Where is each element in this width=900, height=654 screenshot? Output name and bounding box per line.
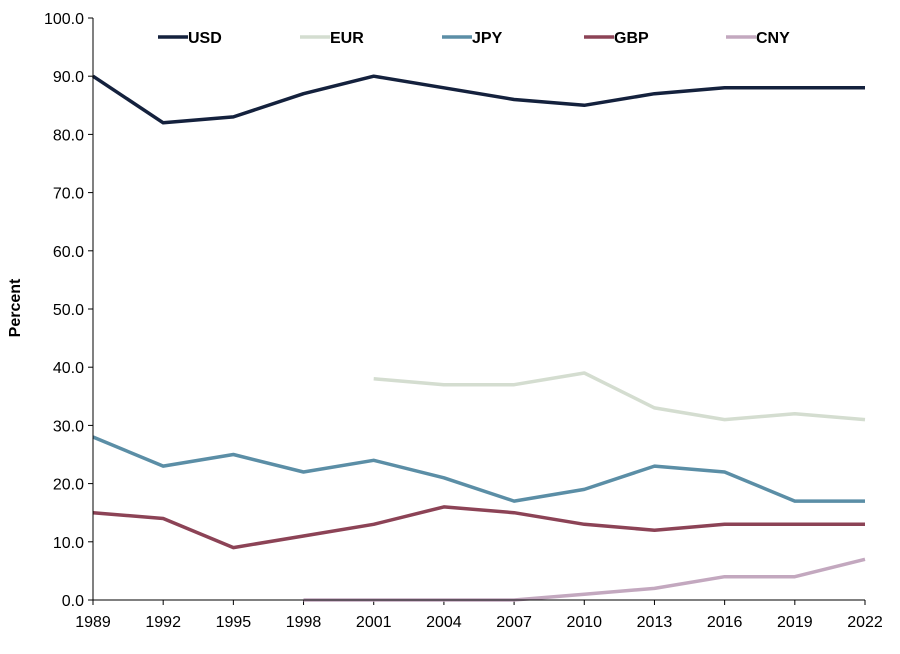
legend-label-cny: CNY <box>756 30 790 47</box>
series-line-usd <box>92 74 865 125</box>
legend-label-usd: USD <box>188 30 222 47</box>
y-tick-label: 50.0 <box>53 302 84 319</box>
legend: USD EUR JPY GBP CNY <box>158 30 790 47</box>
y-axis-ticks: 0.0 10.0 20.0 30.0 40.0 50.0 60.0 70.0 80.0 90.0 1… <box>44 11 93 610</box>
x-axis-ticks: 1989 1992 1995 1998 2001 2004 2007 2010 2013 2016… <box>75 600 883 631</box>
y-axis-title: Percent <box>7 278 24 337</box>
x-tick-label: 2022 <box>847 614 883 631</box>
series-line-cny <box>303 557 866 602</box>
x-tick-label: 2001 <box>356 614 392 631</box>
x-tick-label: 2004 <box>426 614 462 631</box>
x-tick-label: 2016 <box>707 614 743 631</box>
y-tick-label: 10.0 <box>53 535 84 552</box>
x-tick-label: 1992 <box>145 614 181 631</box>
y-tick-label: 30.0 <box>53 418 84 435</box>
x-tick-label: 1989 <box>75 614 111 631</box>
y-tick-label: 20.0 <box>53 477 84 494</box>
series-group <box>92 74 866 602</box>
legend-label-gbp: GBP <box>614 30 649 47</box>
legend-label-eur: EUR <box>330 30 364 47</box>
x-tick-label: 1998 <box>286 614 322 631</box>
x-tick-label: 2010 <box>566 614 602 631</box>
series-line-eur <box>373 371 866 422</box>
series-line-jpy <box>92 435 865 503</box>
x-tick-label: 2019 <box>777 614 813 631</box>
y-tick-label: 0.0 <box>62 593 84 610</box>
y-tick-label: 80.0 <box>53 127 84 144</box>
y-tick-label: 40.0 <box>53 360 84 377</box>
x-tick-label: 1995 <box>216 614 252 631</box>
y-tick-label: 100.0 <box>44 11 84 28</box>
x-tick-label: 2013 <box>637 614 673 631</box>
x-tick-label: 2007 <box>496 614 532 631</box>
series-line-gbp <box>92 505 865 550</box>
y-tick-label: 90.0 <box>53 69 84 86</box>
y-tick-label: 70.0 <box>53 186 84 203</box>
legend-label-jpy: JPY <box>472 30 503 47</box>
y-tick-label: 60.0 <box>53 244 84 261</box>
